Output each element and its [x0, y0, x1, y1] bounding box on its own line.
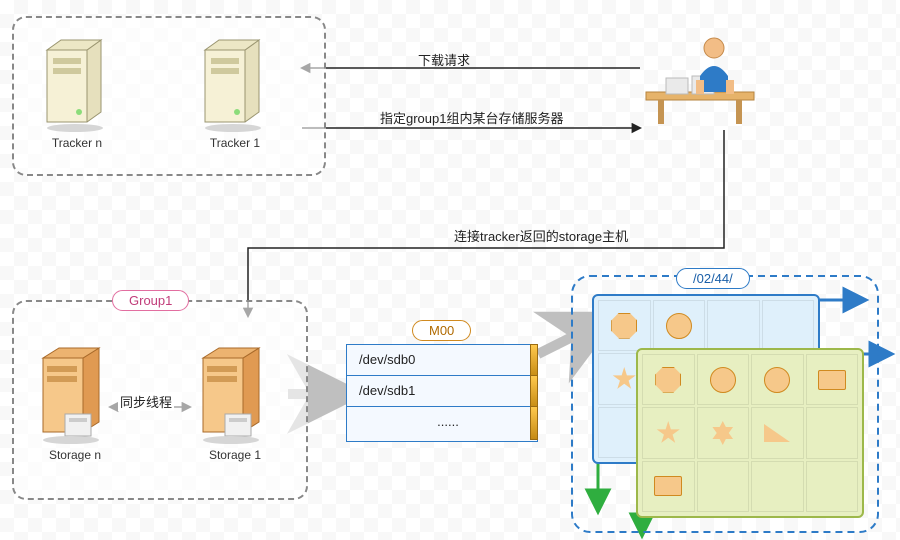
grid-cell — [642, 461, 695, 512]
m00-pill: M00 — [412, 320, 471, 341]
star5-shape-icon — [656, 421, 680, 445]
server-tracker-1: Tracker 1 — [190, 34, 280, 150]
octa-shape-icon — [611, 313, 637, 339]
storage-label: Storage n — [30, 448, 120, 462]
grid-cell — [642, 354, 695, 405]
path-pill: /02/44/ — [676, 268, 750, 289]
octa-shape-icon — [655, 367, 681, 393]
label-connect-storage: 连接tracker返回的storage主机 — [454, 226, 628, 245]
circ-shape-icon — [710, 367, 736, 393]
sync-label: 同步线程 — [118, 392, 174, 411]
storage-label: Storage 1 — [190, 448, 280, 462]
grid-cell — [598, 300, 651, 351]
grid-cell — [751, 461, 804, 512]
group-pill: Group1 — [112, 290, 189, 311]
star6-shape-icon — [711, 421, 735, 445]
device-row: /dev/sdb1 — [347, 376, 537, 407]
server-label: Tracker 1 — [190, 136, 280, 150]
device-row: /dev/sdb0 — [347, 345, 537, 376]
grid-cell — [806, 354, 859, 405]
star5-shape-icon — [612, 367, 636, 391]
server-tracker-n: Tracker n — [32, 34, 122, 150]
grid-cell — [707, 300, 760, 351]
grid-cell — [806, 407, 859, 458]
grid-cell — [751, 407, 804, 458]
storage-n: Storage n — [30, 340, 120, 462]
grid-cell — [806, 461, 859, 512]
grid-cell — [697, 461, 750, 512]
grid-cell — [762, 300, 815, 351]
label-download-request: 下载请求 — [418, 50, 470, 69]
rect-shape-icon — [654, 476, 682, 496]
label-assign-storage: 指定group1组内某台存储服务器 — [380, 108, 563, 127]
device-row: ...... — [347, 407, 537, 437]
grid-cell — [653, 300, 706, 351]
grid-cell — [697, 407, 750, 458]
storage-1: Storage 1 — [190, 340, 280, 462]
rect-shape-icon — [818, 370, 846, 390]
grid-cell — [642, 407, 695, 458]
user-icon — [640, 30, 760, 133]
files-grid-front — [636, 348, 864, 518]
grid-cell — [697, 354, 750, 405]
grid-cell — [751, 354, 804, 405]
rtri-shape-icon — [764, 424, 790, 442]
server-label: Tracker n — [32, 136, 122, 150]
device-list: /dev/sdb0 /dev/sdb1 ...... — [346, 344, 538, 442]
circ-shape-icon — [666, 313, 692, 339]
circ-shape-icon — [764, 367, 790, 393]
